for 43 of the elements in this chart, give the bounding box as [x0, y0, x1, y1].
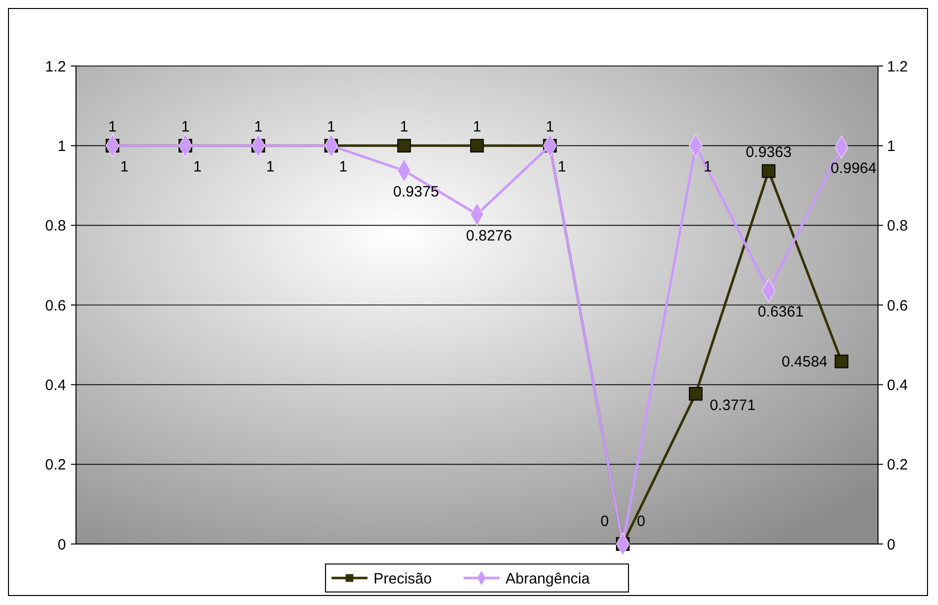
y2-tick-label: 0.8: [887, 218, 908, 235]
data-label: 1: [339, 158, 348, 176]
data-label: 1: [558, 158, 566, 176]
data-label: 1: [254, 118, 262, 136]
data-label: 1: [472, 118, 482, 136]
y2-tick-label: 0: [887, 536, 896, 554]
y2-tick-label: 0.6: [887, 297, 908, 314]
data-label: 1: [193, 158, 202, 176]
y-tick-label: 0.6: [45, 297, 66, 314]
y-tick-label: 0.2: [45, 456, 66, 474]
data-label: 0.4584: [782, 353, 828, 370]
data-label: 1: [266, 158, 274, 176]
data-label: 1: [108, 118, 117, 136]
point: [470, 138, 484, 152]
data-label: 0.9363: [746, 144, 792, 162]
data-label: 0.9375: [393, 184, 440, 201]
data-label: 1: [120, 158, 129, 176]
data-label: 1: [400, 118, 408, 136]
y-tick-label: 1: [58, 138, 66, 155]
data-label: 1: [181, 118, 190, 136]
data-label: 0.9964: [830, 160, 876, 178]
legend-label: Abrangência: [506, 570, 590, 588]
y2-tick-label: 0.4: [887, 376, 908, 394]
y2-tick-label: 1: [887, 138, 896, 155]
y2-tick-label: 0.2: [887, 456, 908, 474]
point: [834, 354, 848, 368]
y-tick-label: 0: [58, 536, 66, 554]
data-label: 0: [600, 513, 609, 530]
point: [397, 138, 411, 152]
y-tick-label: 0.8: [45, 218, 66, 235]
y-tick-label: 1.2: [45, 58, 66, 76]
data-label: 1: [546, 118, 554, 136]
data-label: 0.6361: [758, 304, 804, 321]
data-label: 0: [636, 513, 646, 530]
y-tick-label: 0.4: [45, 376, 66, 394]
y2-tick-label: 1.2: [887, 58, 908, 76]
data-label: 1: [327, 118, 336, 136]
point: [688, 386, 703, 401]
data-label: 1: [704, 158, 712, 176]
point: [762, 164, 776, 178]
data-label: 0.8276: [466, 227, 512, 244]
legend-label: Precisão: [374, 570, 432, 588]
data-label: 0.3771: [710, 396, 756, 414]
